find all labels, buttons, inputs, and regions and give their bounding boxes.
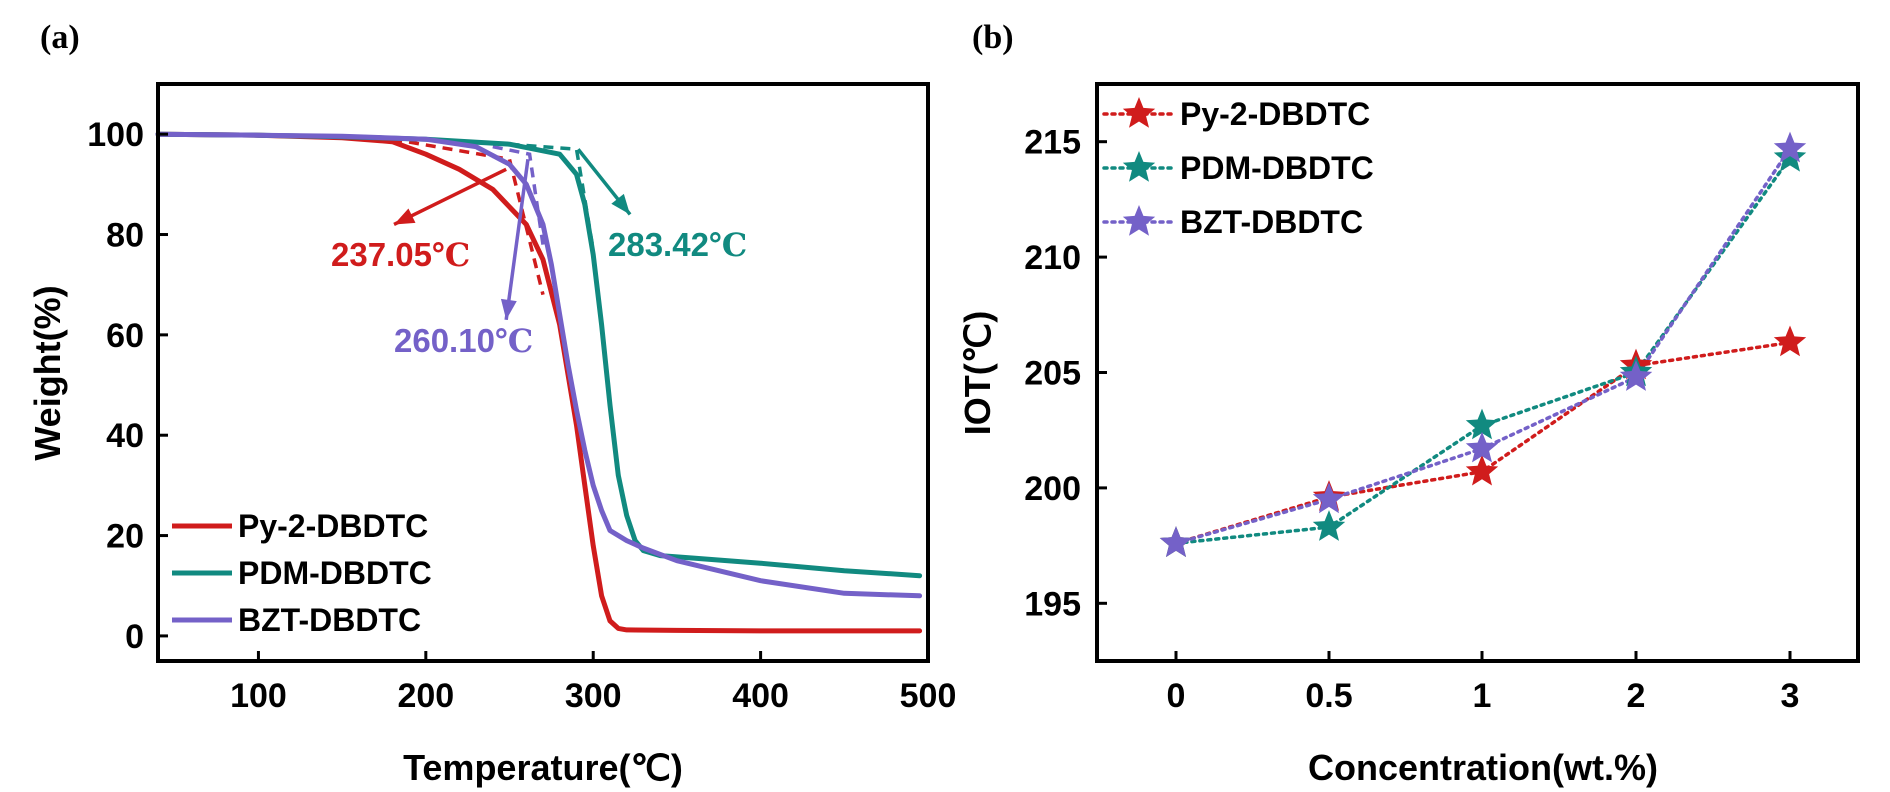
- panel-a-plot-frame: [156, 82, 930, 663]
- x-tick-label: 400: [732, 677, 789, 715]
- panel-b-label: (b): [972, 19, 1014, 56]
- x-tick-label: 0: [1167, 677, 1186, 715]
- panel-b-legend: Py-2-DBDTC PDM-DBDTC BZT-DBDTC: [1102, 96, 1374, 240]
- annotation-label-1: 237.05℃: [331, 236, 470, 274]
- x-tick-label: 0.5: [1305, 677, 1352, 715]
- legend-star-marker-1: [1122, 97, 1156, 128]
- y-tick-label: 20: [106, 518, 144, 556]
- legend-star-marker-3: [1122, 205, 1156, 236]
- annotation-label-2: 283.42℃: [608, 226, 747, 264]
- panel-b-x-axis-title: Concentration(wt.%): [1308, 747, 1658, 788]
- annotation-arrowhead-2: [611, 193, 631, 215]
- iot-point-marker: [1619, 360, 1653, 391]
- annotation-arrowhead-1: [394, 208, 416, 225]
- tga-curve-1: [155, 131, 923, 634]
- annotation-unit: ℃: [432, 236, 470, 274]
- iot-point-marker: [1773, 325, 1807, 357]
- x-tick-label: 100: [230, 677, 287, 715]
- annotation-value: 237.05: [331, 236, 432, 273]
- onset-tangent-line-2: [509, 142, 595, 250]
- x-tick-label: 3: [1781, 677, 1800, 715]
- legend-label-2: PDM-DBDTC: [1180, 150, 1374, 186]
- annotation-label-3: 260.10℃: [394, 322, 533, 360]
- iot-point-marker: [1465, 454, 1499, 486]
- iot-point-marker: [1773, 140, 1807, 172]
- iot-point-marker: [1312, 510, 1346, 541]
- y-tick-label: 40: [106, 417, 144, 455]
- annotation-arrowhead-3: [500, 298, 517, 320]
- panel-b-y-axis-title: IOT(℃): [957, 311, 998, 435]
- panel-a-y-axis-title: Weight(%): [27, 285, 68, 460]
- panel-a-legend: Py-2-DBDTC PDM-DBDTC BZT-DBDTC: [172, 508, 432, 638]
- annotation-value: 283.42: [608, 226, 709, 263]
- annotation-unit: ℃: [495, 322, 533, 360]
- panel-a-ticks: 100 200 300 400 500 0 20 40 60 80 100: [87, 116, 956, 715]
- annotation-value: 260.10: [394, 322, 495, 359]
- panel-a-x-axis-title: Temperature(℃): [403, 747, 683, 788]
- iot-point-marker: [1312, 482, 1346, 514]
- x-tick-label: 200: [397, 677, 454, 715]
- y-tick-label: 195: [1024, 585, 1081, 623]
- x-tick-label: 2: [1627, 677, 1646, 715]
- y-tick-label: 80: [106, 217, 144, 255]
- panel-b-iot-chart: (b) 0 0.5 1 2 3 195 200 205 210 215 Py-2-DBDTC PDM…: [957, 19, 1860, 788]
- iot-point-marker: [1465, 408, 1499, 440]
- annotation-unit: ℃: [709, 226, 747, 264]
- legend-label-3: BZT-DBDTC: [238, 602, 421, 638]
- y-tick-label: 200: [1024, 470, 1081, 508]
- legend-label-1: Py-2-DBDTC: [1180, 96, 1370, 132]
- y-tick-label: 210: [1024, 239, 1081, 277]
- y-tick-label: 205: [1024, 355, 1081, 393]
- legend-label-2: PDM-DBDTC: [238, 555, 432, 591]
- legend-label-1: Py-2-DBDTC: [238, 508, 428, 544]
- iot-point-marker: [1773, 131, 1807, 163]
- y-tick-label: 215: [1024, 124, 1081, 162]
- x-tick-label: 300: [565, 677, 622, 715]
- onset-tangent-line-1: [392, 137, 545, 296]
- tga-curve-3: [155, 131, 923, 599]
- panel-a-label: (a): [40, 19, 80, 56]
- annotation-arrow-1: [393, 167, 507, 227]
- onset-tangent-line-3: [492, 144, 545, 245]
- x-tick-label: 1: [1473, 677, 1492, 715]
- iot-point-marker: [1159, 526, 1193, 557]
- iot-point-marker: [1465, 431, 1499, 463]
- panel-a-series: [155, 131, 923, 634]
- x-tick-label: 500: [900, 677, 957, 715]
- y-tick-label: 100: [87, 116, 144, 154]
- panel-b-ticks: 0 0.5 1 2 3 195 200 205 210 215: [1024, 124, 1799, 715]
- annotation-arrow-3: [504, 159, 530, 321]
- y-tick-label: 0: [125, 618, 144, 656]
- legend-star-marker-2: [1122, 151, 1156, 182]
- panel-b-series: [1159, 131, 1807, 557]
- legend-label-3: BZT-DBDTC: [1180, 204, 1363, 240]
- y-tick-label: 60: [106, 317, 144, 355]
